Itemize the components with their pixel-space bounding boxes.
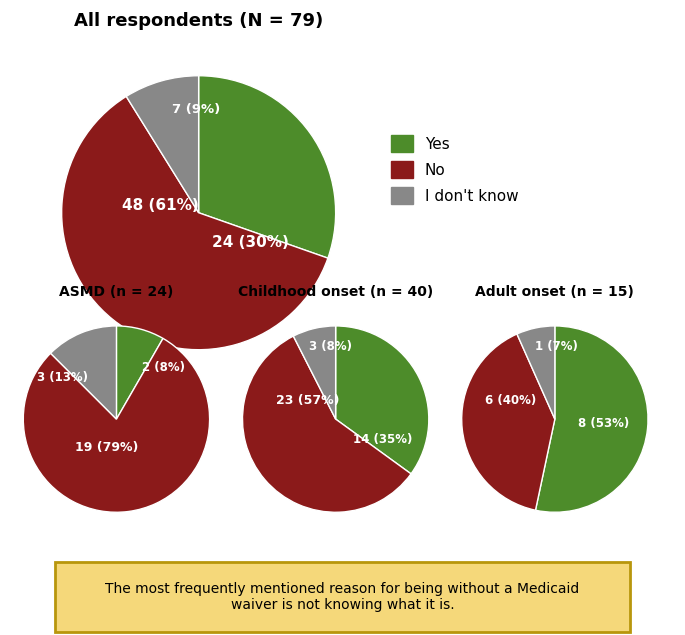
Wedge shape xyxy=(62,97,328,350)
Text: 6 (40%): 6 (40%) xyxy=(484,394,536,407)
Title: Childhood onset (n = 40): Childhood onset (n = 40) xyxy=(238,284,434,298)
Text: The most frequently mentioned reason for being without a Medicaid
waiver is not : The most frequently mentioned reason for… xyxy=(105,582,580,612)
Text: 1 (7%): 1 (7%) xyxy=(535,340,578,353)
Wedge shape xyxy=(23,338,210,512)
Text: 3 (13%): 3 (13%) xyxy=(37,371,88,384)
Wedge shape xyxy=(126,76,199,213)
Text: 14 (35%): 14 (35%) xyxy=(353,433,412,446)
Wedge shape xyxy=(242,336,411,512)
Text: 2 (8%): 2 (8%) xyxy=(142,361,184,375)
Text: 48 (61%): 48 (61%) xyxy=(122,198,199,213)
Wedge shape xyxy=(336,326,429,474)
Legend: Yes, No, I don't know: Yes, No, I don't know xyxy=(391,135,519,204)
Text: 19 (79%): 19 (79%) xyxy=(75,441,139,453)
Wedge shape xyxy=(536,326,648,512)
Text: 24 (30%): 24 (30%) xyxy=(212,236,289,250)
Wedge shape xyxy=(462,334,555,511)
Text: 23 (57%): 23 (57%) xyxy=(276,394,340,407)
Wedge shape xyxy=(51,326,116,419)
Wedge shape xyxy=(116,326,163,419)
Title: ASMD (n = 24): ASMD (n = 24) xyxy=(60,284,173,298)
Text: 8 (53%): 8 (53%) xyxy=(577,417,629,431)
Title: All respondents (N = 79): All respondents (N = 79) xyxy=(74,12,323,30)
Text: 3 (8%): 3 (8%) xyxy=(310,340,353,353)
FancyBboxPatch shape xyxy=(55,562,630,632)
Wedge shape xyxy=(199,76,336,258)
Wedge shape xyxy=(517,326,555,419)
Text: 7 (9%): 7 (9%) xyxy=(172,104,220,116)
Title: Adult onset (n = 15): Adult onset (n = 15) xyxy=(475,284,634,298)
Wedge shape xyxy=(293,326,336,419)
